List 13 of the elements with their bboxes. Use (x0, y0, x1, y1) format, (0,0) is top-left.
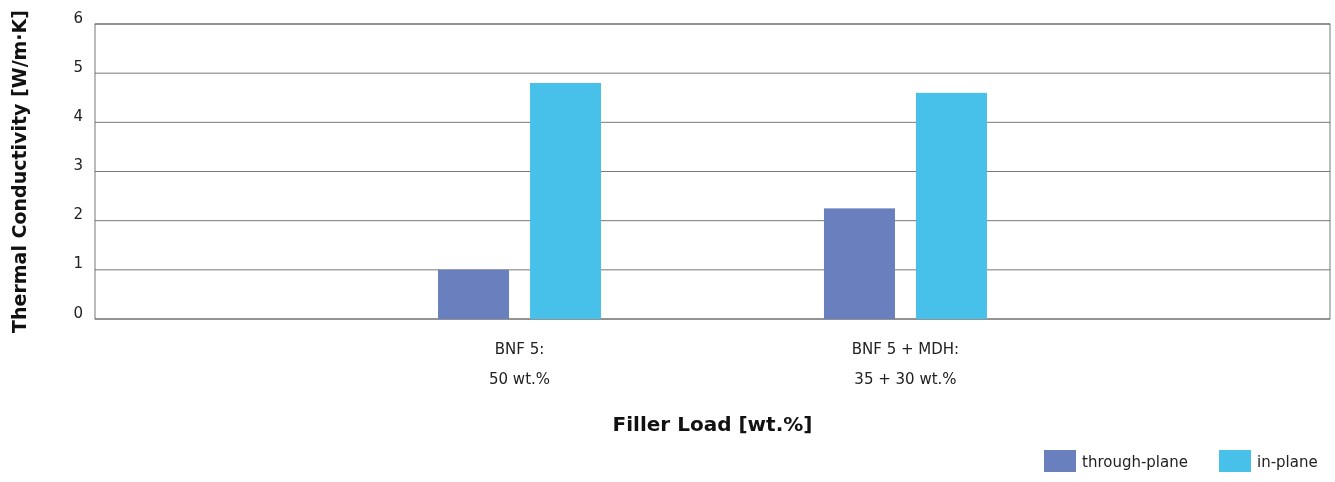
y-tick-label: 4 (73, 106, 83, 125)
y-tick-label: 3 (73, 156, 83, 174)
y-tick-label: 0 (73, 303, 83, 322)
legend-label: in-plane (1257, 453, 1318, 471)
y-tick-label: 2 (73, 205, 83, 224)
legend-label: through-plane (1082, 453, 1188, 471)
y-tick-label: 1 (73, 254, 83, 273)
y-axis-title: Thermal Conductivity [W/m·K] (8, 10, 30, 333)
x-axis-title: Filler Load [wt.%] (612, 412, 813, 436)
y-tick-label: 5 (73, 57, 83, 76)
x-tick-label: BNF 5 + MDH: 35 + 30 wt.% (851, 340, 960, 388)
x-tick-label: BNF 5: 50 wt.% (489, 340, 551, 388)
y-tick-label: 6 (73, 8, 83, 27)
